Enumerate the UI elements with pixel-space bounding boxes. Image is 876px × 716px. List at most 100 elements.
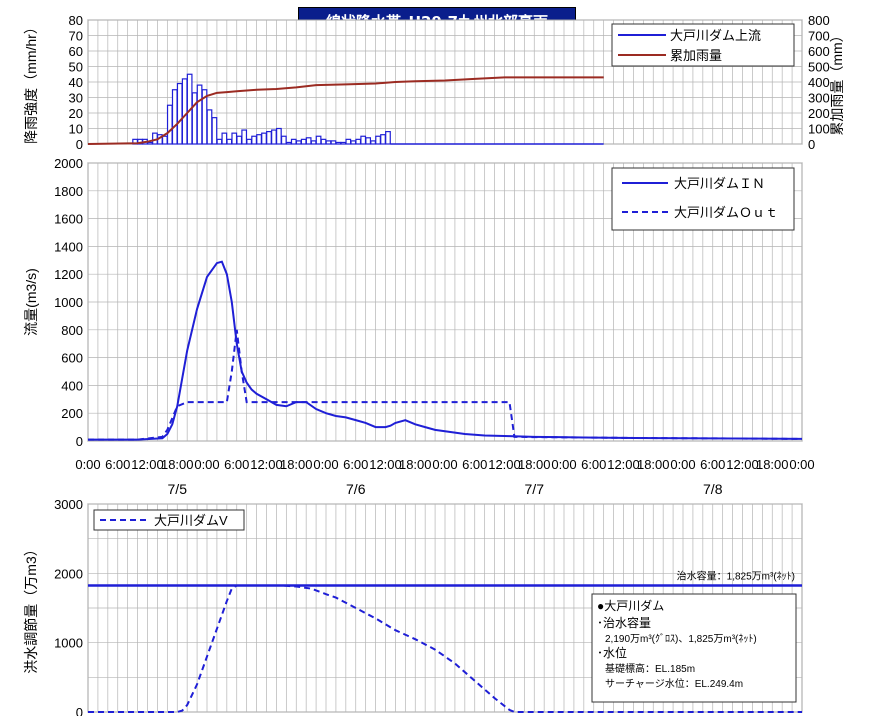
outflow-line	[88, 329, 803, 441]
x-tick-label: 0:00	[670, 457, 695, 472]
legend-label-outflow: 大戸川ダムＯｕｔ	[674, 205, 778, 220]
y-tick-label: 1200	[54, 267, 83, 282]
rain-bar	[335, 141, 342, 145]
x-tick-label: 12:00	[369, 457, 402, 472]
rain-bar	[196, 84, 203, 145]
y-tick-label: 0	[76, 137, 83, 152]
y-tick-label: 2000	[54, 156, 83, 171]
dam-info-line: ･治水容量	[597, 615, 651, 630]
rain-bar	[161, 135, 168, 145]
rain-bar	[350, 140, 357, 145]
x-tick-label: 18:00	[161, 457, 194, 472]
x-tick-label: 0:00	[551, 457, 576, 472]
rain-bar	[315, 135, 322, 145]
rain-bar	[295, 140, 302, 145]
y-tick-label: 0	[76, 705, 83, 716]
dam-info-line: 2,190万m³(ｸﾞﾛｽ)、1,825万m³(ﾈｯﾄ)	[605, 633, 757, 645]
y-axis-label: 流量(m3/s)	[23, 268, 39, 336]
x-tick-label: 6:00	[462, 457, 487, 472]
y-tick-label: 800	[61, 323, 83, 338]
rain-bar	[176, 82, 183, 145]
y2-tick-label: 100	[808, 122, 830, 137]
rain-bar	[256, 134, 262, 145]
y-tick-label: 3000	[54, 497, 83, 512]
rain-bar	[365, 137, 372, 145]
y2-tick-label: 600	[808, 44, 830, 59]
y-tick-label: 1000	[54, 295, 83, 310]
flow-legend-box	[611, 167, 795, 231]
y2-tick-label: 400	[808, 75, 830, 90]
x-date-label: 7/7	[525, 481, 545, 497]
x-tick-label: 12:00	[131, 457, 164, 472]
rain-bar	[385, 131, 391, 145]
inflow-line	[88, 260, 803, 441]
x-date-label: 7/8	[703, 481, 723, 497]
rain-bar	[360, 135, 367, 145]
rain-bar	[300, 138, 307, 145]
y-tick-label: 1000	[54, 636, 83, 651]
y-tick-label: 20	[69, 106, 83, 121]
storage-line	[88, 584, 802, 713]
rain-bar	[330, 140, 337, 145]
x-tick-label: 18:00	[637, 457, 670, 472]
rain-bar	[380, 134, 386, 145]
y2-axis-label: 累加雨量（mm）	[829, 28, 845, 135]
rain-bar	[147, 141, 153, 145]
x-tick-label: 0:00	[75, 457, 100, 472]
rain-bar	[221, 132, 228, 145]
x-tick-label: 6:00	[343, 457, 368, 472]
x-tick-label: 6:00	[105, 457, 130, 472]
rain-bar	[305, 137, 312, 145]
x-tick-label: 0:00	[789, 457, 814, 472]
rain-bar	[370, 140, 376, 145]
rain-bar	[261, 132, 267, 145]
y-tick-label: 30	[69, 91, 83, 106]
legend-label-cumulative: 累加雨量	[670, 48, 722, 63]
rain-bar	[340, 141, 347, 145]
y-tick-label: 60	[69, 44, 83, 59]
y-tick-label: 40	[69, 75, 83, 90]
rain-bar	[231, 132, 238, 145]
y-tick-label: 0	[76, 434, 83, 449]
rain-bar	[216, 138, 223, 145]
rain-bar	[355, 138, 362, 145]
rain-bar	[285, 141, 292, 145]
y-tick-label: 600	[61, 351, 83, 366]
rain-bar	[171, 89, 178, 145]
y-tick-label: 1600	[54, 212, 83, 227]
rain-bar	[276, 127, 282, 145]
y-tick-label: 1800	[54, 184, 83, 199]
rain-legend-box	[611, 23, 795, 67]
rain-bar	[166, 104, 173, 145]
rain-bar	[181, 78, 188, 145]
x-date-label: 7/6	[346, 481, 366, 497]
x-tick-label: 6:00	[224, 457, 249, 472]
rain-bar	[241, 129, 248, 145]
x-tick-label: 0:00	[432, 457, 457, 472]
rain-bar	[266, 131, 272, 145]
y-tick-label: 200	[61, 406, 83, 421]
x-tick-label: 12:00	[607, 457, 640, 472]
rain-bar	[236, 135, 243, 145]
rain-bar	[375, 135, 381, 145]
x-tick-label: 12:00	[250, 457, 283, 472]
rain-bar	[320, 138, 327, 145]
y-tick-label: 80	[69, 13, 83, 28]
x-tick-label: 18:00	[756, 457, 789, 472]
x-tick-label: 18:00	[280, 457, 313, 472]
y2-tick-label: 700	[808, 29, 830, 44]
rain-bar	[271, 129, 277, 145]
y2-tick-label: 300	[808, 91, 830, 106]
y-axis-label: 降雨強度（mm/hr）	[23, 20, 39, 144]
x-tick-label: 18:00	[518, 457, 551, 472]
legend-label-inflow: 大戸川ダムＩＮ	[674, 176, 765, 191]
cumulative-rain-line	[87, 76, 604, 145]
x-tick-label: 6:00	[700, 457, 725, 472]
dam-info-line: ･水位	[597, 645, 627, 660]
storage-legend-box	[93, 509, 245, 531]
y-axis-label: 洪水調節量（万m3）	[23, 542, 39, 673]
rain-bar	[345, 138, 352, 145]
y-tick-label: 10	[69, 122, 83, 137]
rain-bar	[290, 138, 297, 145]
